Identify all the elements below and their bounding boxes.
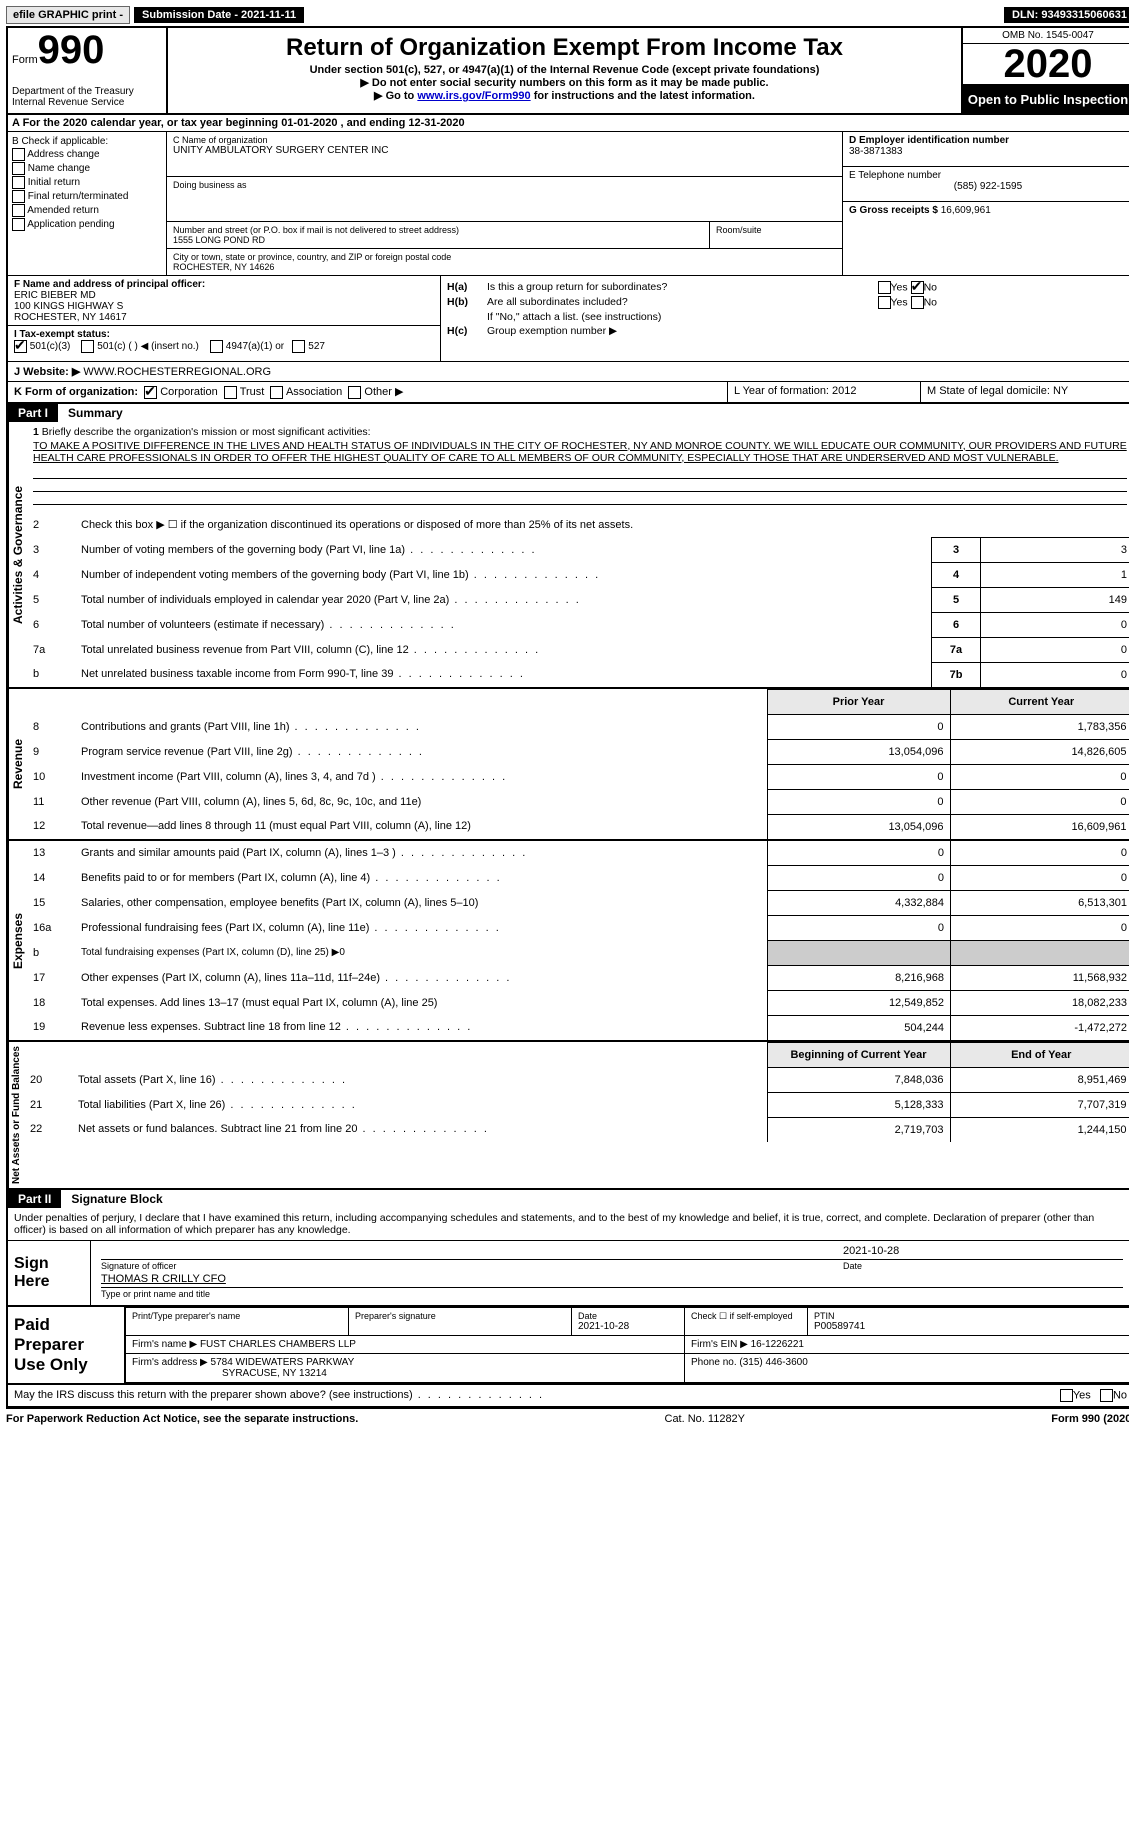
hb-note: If "No," attach a list. (see instruction… [487,311,937,323]
submission-date: Submission Date - 2021-11-11 [134,7,304,23]
chk-501c[interactable] [81,340,94,353]
org-name-label: C Name of organization [173,135,836,145]
tax-exempt-label: I Tax-exempt status: [14,329,110,340]
mission-num: 1 [33,426,39,438]
ha-no[interactable] [911,281,924,294]
form-label: Form 990 (2020) [1051,1413,1129,1425]
net-assets-table: Beginning of Current YearEnd of Year 20T… [24,1042,1129,1142]
city-value: ROCHESTER, NY 14626 [173,262,836,272]
street-label: Number and street (or P.O. box if mail i… [173,225,703,235]
ein-label: D Employer identification number [849,135,1127,146]
website-label: J Website: ▶ [14,366,80,378]
hb-text: Are all subordinates included? [487,296,817,309]
chk-initial-return[interactable]: Initial return [28,177,80,188]
chk-other[interactable] [348,386,361,399]
chk-corporation[interactable] [144,386,157,399]
top-bar: efile GRAPHIC print - Submission Date - … [6,6,1129,24]
b-title: B Check if applicable: [12,136,162,147]
dept-treasury: Department of the Treasury [12,86,162,97]
dln: DLN: 93493315060631 [1004,7,1129,23]
chk-final-return[interactable]: Final return/terminated [28,191,129,202]
form-990: Form990 Department of the Treasury Inter… [6,26,1129,1409]
chk-association[interactable] [270,386,283,399]
hc-label: H(c) [447,325,487,337]
state-domicile: M State of legal domicile: NY [921,382,1129,402]
discuss-no[interactable] [1100,1389,1113,1402]
officer-addr2: ROCHESTER, NY 14617 [14,312,434,323]
telephone-label: E Telephone number [849,170,1127,181]
year-formation: L Year of formation: 2012 [728,382,921,402]
name-title-label: Type or print name and title [101,1287,1123,1299]
hc-text: Group exemption number ▶ [487,325,937,337]
principal-officer-label: F Name and address of principal officer: [14,279,434,290]
goto-suffix: for instructions and the latest informat… [531,90,755,102]
revenue-table: Prior YearCurrent Year 8Contributions an… [27,689,1129,839]
chk-address-change[interactable]: Address change [27,149,99,160]
ssn-warning: ▶ Do not enter social security numbers o… [176,76,953,89]
form-title: Return of Organization Exempt From Incom… [176,34,953,62]
gross-receipts-label: G Gross receipts $ [849,205,938,216]
part-i-header: Part I Summary [8,404,1129,422]
chk-527[interactable] [292,340,305,353]
activities-governance-label: Activities & Governance [8,422,27,687]
discuss-question: May the IRS discuss this return with the… [14,1389,544,1402]
irs-link[interactable]: www.irs.gov/Form990 [417,90,530,102]
mission-text: TO MAKE A POSITIVE DIFFERENCE IN THE LIV… [33,440,1127,464]
open-to-public: Open to Public Inspection [963,86,1129,113]
pra-notice: For Paperwork Reduction Act Notice, see … [6,1413,358,1425]
chk-name-change[interactable]: Name change [28,163,90,174]
revenue-label: Revenue [8,689,27,839]
tax-year: 2020 [963,44,1129,86]
officer-addr1: 100 KINGS HIGHWAY S [14,301,434,312]
org-name: UNITY AMBULATORY SURGERY CENTER INC [173,145,836,156]
paid-preparer-label: Paid Preparer Use Only [8,1307,125,1383]
hb-no[interactable] [911,296,924,309]
expenses-table: 13Grants and similar amounts paid (Part … [27,841,1129,1040]
chk-501c3[interactable] [14,340,27,353]
sign-here-label: Sign Here [8,1241,91,1305]
cat-number: Cat. No. 11282Y [665,1413,746,1425]
discuss-yes[interactable] [1060,1389,1073,1402]
chk-amended-return[interactable]: Amended return [27,205,99,216]
k-label: K Form of organization: [14,386,138,398]
gross-receipts-value: 16,609,961 [941,205,991,216]
form-number: Form990 [12,32,162,68]
form-subtitle: Under section 501(c), 527, or 4947(a)(1)… [176,64,953,76]
ein-value: 38-3871383 [849,146,1127,157]
ha-text: Is this a group return for subordinates? [487,281,817,294]
website-value: WWW.ROCHESTERREGIONAL.ORG [83,366,271,378]
expenses-label: Expenses [8,841,27,1040]
mission-label: Briefly describe the organization's miss… [42,426,371,438]
chk-trust[interactable] [224,386,237,399]
dba-label: Doing business as [173,180,836,190]
form-header: Form990 Department of the Treasury Inter… [8,28,1129,115]
room-suite-label: Room/suite [710,222,842,248]
hb-yes[interactable] [878,296,891,309]
ha-label: H(a) [447,281,487,294]
ha-yes[interactable] [878,281,891,294]
signature-date: 2021-10-28 [843,1245,1123,1259]
hb-label: H(b) [447,296,487,309]
irs-label: Internal Revenue Service [12,97,162,108]
city-label: City or town, state or province, country… [173,252,836,262]
chk-application-pending[interactable]: Application pending [27,219,114,230]
efile-print-button[interactable]: efile GRAPHIC print - [6,6,130,24]
date-label: Date [843,1259,1123,1271]
col-b-checkboxes: B Check if applicable: Address change Na… [8,132,167,275]
street-value: 1555 LONG POND RD [173,235,703,245]
page-footer: For Paperwork Reduction Act Notice, see … [6,1409,1129,1429]
preparer-table: Print/Type preparer's name Preparer's si… [125,1307,1129,1383]
signature-disclaimer: Under penalties of perjury, I declare th… [8,1208,1129,1241]
net-assets-label: Net Assets or Fund Balances [8,1042,24,1188]
goto-prefix: ▶ Go to [374,90,417,102]
telephone-value: (585) 922-1595 [849,181,1127,192]
chk-4947[interactable] [210,340,223,353]
officer-name-title: THOMAS R CRILLY CFO [101,1273,1123,1287]
part-ii-header: Part II Signature Block [8,1190,1129,1208]
officer-name: ERIC BIEBER MD [14,290,434,301]
signature-of-officer-label: Signature of officer [101,1259,843,1271]
row-a-tax-year: A For the 2020 calendar year, or tax yea… [8,115,1129,132]
governance-table: 2Check this box ▶ ☐ if the organization … [27,513,1129,687]
